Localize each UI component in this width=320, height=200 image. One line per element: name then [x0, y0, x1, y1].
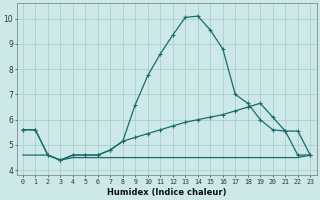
X-axis label: Humidex (Indice chaleur): Humidex (Indice chaleur): [107, 188, 226, 197]
